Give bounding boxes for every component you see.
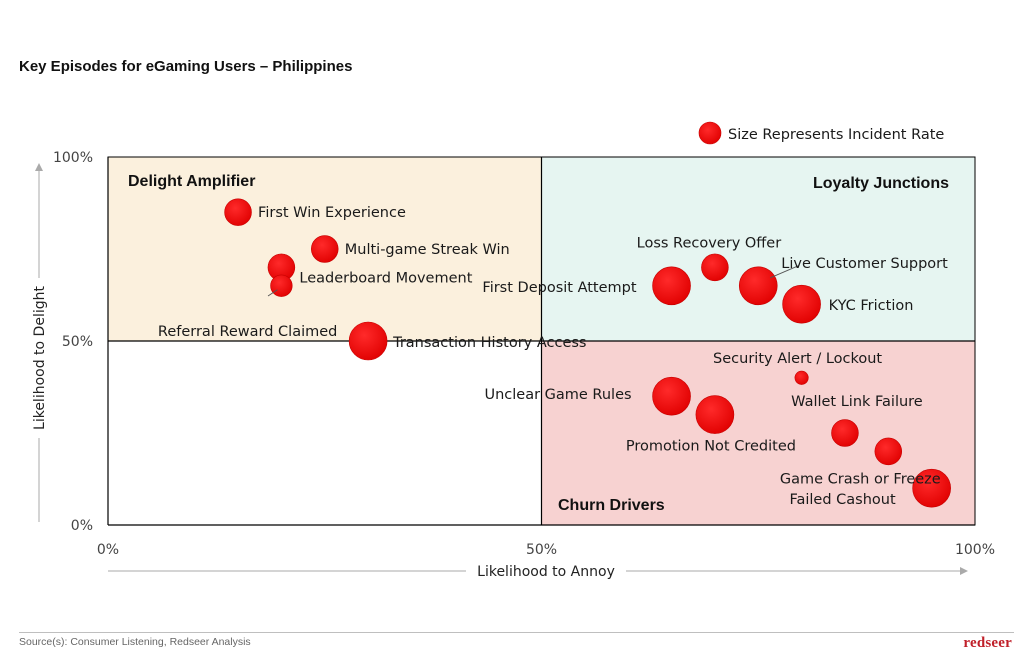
- bubble-first-win-experience: [224, 198, 252, 226]
- x-axis-arrowhead: [960, 567, 968, 575]
- bubble-game-crash-or-freeze: [874, 437, 903, 466]
- y-axis-label-bg: [29, 278, 49, 438]
- bubble-label-wallet-link-failure: Wallet Link Failure: [791, 394, 923, 410]
- chart-title: Key Episodes for eGaming Users – Philipp…: [19, 58, 353, 75]
- bubble-label-live-customer-support: Live Customer Support: [781, 256, 948, 272]
- quadrant-loyalty-junctions: [541, 156, 976, 342]
- x-tick-label: 50%: [526, 542, 557, 558]
- bubble-kyc-friction: [782, 284, 821, 324]
- bubble-label-referral-reward-claimed: Referral Reward Claimed: [158, 324, 338, 340]
- source-note: Source(s): Consumer Listening, Redseer A…: [19, 636, 251, 648]
- x-tick-label: 0%: [97, 542, 119, 558]
- y-tick-label: 100%: [53, 150, 93, 166]
- legend-label: Size Represents Incident Rate: [728, 127, 944, 143]
- bubble-label-multi-game-streak-win: Multi-game Streak Win: [345, 242, 510, 258]
- footer-divider: [19, 632, 1014, 633]
- bubble-label-security-alert-lockout: Security Alert / Lockout: [713, 351, 882, 367]
- bubble-promotion-not-credited: [695, 395, 735, 434]
- quadrant-label-churn-drivers: Churn Drivers: [558, 497, 665, 514]
- quadrant-churn-drivers: [541, 340, 976, 526]
- bubble-label-failed-cashout: Failed Cashout: [789, 492, 896, 508]
- leader-line: [267, 289, 278, 297]
- bubble-label-unclear-game-rules: Unclear Game Rules: [484, 387, 631, 403]
- brand-logo: redseer: [963, 635, 1012, 651]
- bubble-label-kyc-friction: KYC Friction: [829, 298, 914, 314]
- y-tick-label: 50%: [62, 334, 93, 350]
- bubble-label-game-crash-or-freeze: Game Crash or Freeze: [780, 471, 941, 487]
- x-tick-label: 100%: [955, 542, 995, 558]
- bubble-failed-cashout: [912, 468, 951, 508]
- bubble-first-deposit-attempt: [652, 266, 691, 306]
- bubble-unclear-game-rules: [652, 376, 691, 416]
- bubble-label-promotion-not-credited: Promotion Not Credited: [626, 439, 796, 455]
- y-tick-label: 0%: [71, 518, 93, 534]
- bubble-label-transaction-history-access: Transaction History Access: [392, 335, 586, 351]
- bubble-wallet-link-failure: [831, 419, 859, 447]
- bubble-transaction-history-access: [348, 321, 388, 361]
- bubble-label-leaderboard-movement: Leaderboard Movement: [299, 270, 472, 286]
- quadrant-label-loyalty-junctions: Loyalty Junctions: [813, 175, 949, 192]
- quadrant-label-delight-amplifier: Delight Amplifier: [128, 173, 255, 190]
- bubble-label-first-deposit-attempt: First Deposit Attempt: [482, 280, 636, 296]
- bubble-live-customer-support: [738, 266, 778, 306]
- y-axis-arrowhead: [35, 163, 43, 171]
- bubble-referral-reward-claimed: [270, 274, 293, 297]
- bubble-security-alert-lockout: [794, 370, 809, 385]
- y-axis-label: Likelihood to Delight: [32, 286, 48, 430]
- bubble-label-loss-recovery-offer: Loss Recovery Offer: [637, 235, 782, 251]
- x-axis-label-bg: [466, 561, 626, 581]
- bubble-multi-game-streak-win: [311, 235, 339, 263]
- x-axis-label: Likelihood to Annoy: [477, 564, 615, 580]
- leader-line: [770, 265, 799, 279]
- bubble-loss-recovery-offer: [701, 253, 729, 282]
- bubble-label-first-win-experience: First Win Experience: [258, 205, 406, 221]
- legend-bubble-icon: [698, 121, 722, 145]
